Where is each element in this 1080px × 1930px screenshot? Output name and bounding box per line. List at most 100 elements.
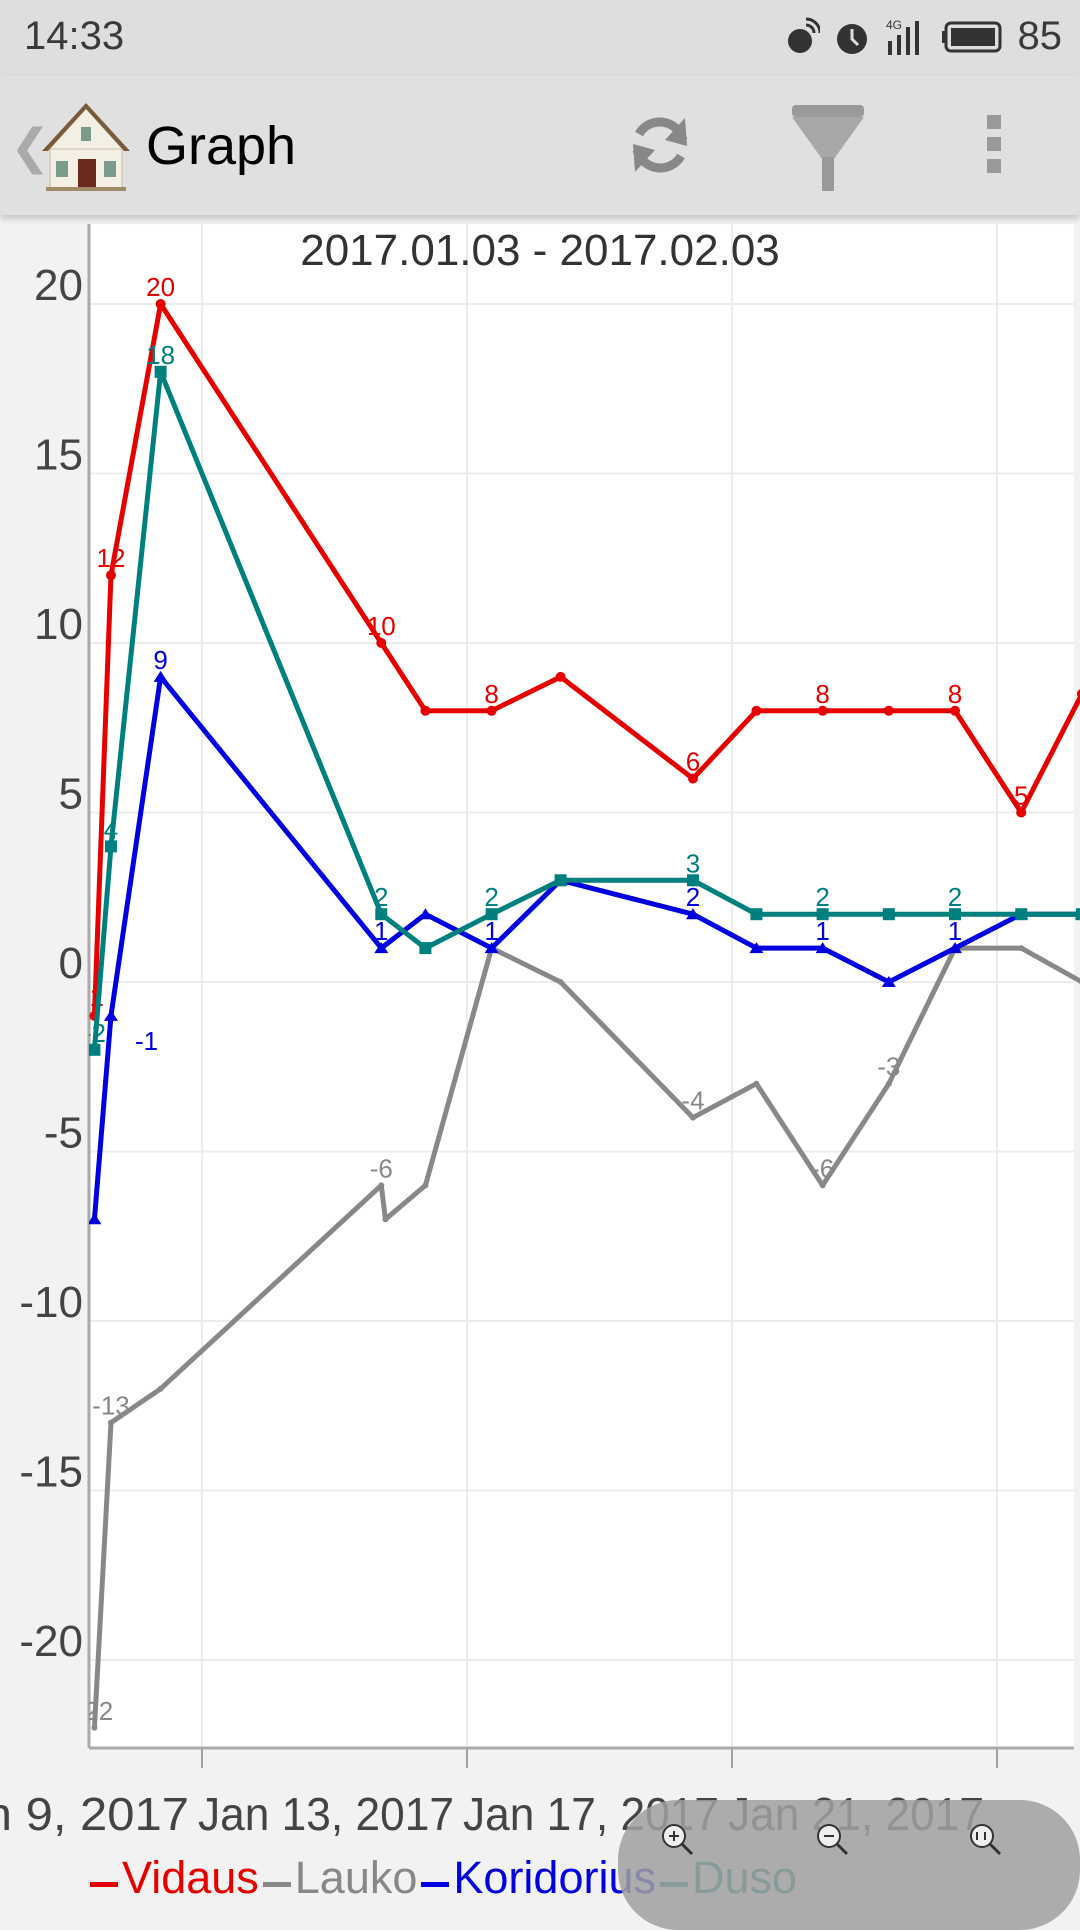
data-point[interactable]: [418, 908, 433, 920]
data-point[interactable]: [375, 908, 388, 921]
data-point[interactable]: [883, 705, 894, 716]
data-label: -13: [92, 1391, 130, 1421]
legend-item-vidaus[interactable]: Vidaus: [90, 1852, 259, 1904]
legend-label: Vidaus: [122, 1852, 259, 1903]
data-label: -3: [877, 1052, 900, 1082]
x-tick-label: Jan 13, 2017: [198, 1788, 454, 1840]
data-point[interactable]: [950, 705, 961, 716]
y-tick-label: 0: [59, 939, 83, 988]
data-point[interactable]: [155, 299, 166, 309]
data-point[interactable]: [749, 942, 764, 954]
data-point[interactable]: [817, 705, 828, 716]
zoom-reset-icon[interactable]: [966, 1820, 1006, 1860]
y-tick-label: -20: [19, 1617, 83, 1666]
data-point[interactable]: [103, 1009, 118, 1021]
data-label: 10: [367, 611, 396, 641]
overflow-menu-icon: [987, 115, 1001, 173]
house-icon[interactable]: [40, 101, 132, 193]
data-point[interactable]: [422, 1182, 429, 1189]
series-line: [91, 369, 1080, 1051]
data-label: 20: [146, 272, 175, 302]
y-tick-label: -10: [19, 1278, 83, 1327]
data-label: 2: [374, 882, 388, 912]
data-label: -2: [83, 1018, 106, 1048]
data-point[interactable]: [1016, 807, 1027, 818]
data-point[interactable]: [557, 979, 564, 985]
legend-swatch: [421, 1881, 450, 1887]
zoom-in-icon[interactable]: [658, 1820, 698, 1860]
status-time: 14:33: [24, 14, 125, 58]
data-point[interactable]: [750, 908, 763, 921]
data-point[interactable]: [1018, 945, 1025, 952]
data-label: 6: [686, 747, 700, 777]
data-point[interactable]: [751, 705, 762, 716]
zoom-out-icon[interactable]: [813, 1820, 853, 1860]
data-label: -6: [811, 1153, 834, 1183]
data-point[interactable]: [378, 1182, 385, 1189]
data-label: -4: [681, 1086, 704, 1116]
data-point[interactable]: [1076, 689, 1080, 699]
data-point[interactable]: [948, 942, 963, 954]
data-point[interactable]: [104, 840, 117, 853]
data-point[interactable]: [153, 670, 168, 682]
data-label: 8: [948, 679, 962, 709]
data-point[interactable]: [154, 365, 167, 378]
data-point[interactable]: [881, 976, 896, 987]
data-point[interactable]: [753, 1080, 760, 1087]
data-point[interactable]: [484, 942, 499, 954]
data-point[interactable]: [686, 874, 699, 887]
series-koridorius: -1 9 1 1 2 1 1: [87, 645, 1080, 1225]
filter-button[interactable]: [788, 103, 868, 193]
data-point[interactable]: [376, 638, 387, 648]
data-label: 1: [815, 916, 829, 946]
data-point[interactable]: [485, 908, 498, 921]
overflow-menu-button[interactable]: [955, 105, 1035, 185]
data-label: 1: [948, 916, 962, 946]
legend-item-lauko[interactable]: Lauko: [262, 1852, 417, 1904]
data-point[interactable]: [885, 1080, 892, 1087]
data-point[interactable]: [882, 908, 895, 921]
satellite-icon: [787, 17, 820, 53]
data-point[interactable]: [157, 1385, 164, 1392]
data-point[interactable]: [1075, 908, 1080, 921]
data-point[interactable]: [689, 1114, 696, 1121]
plot-area: [89, 224, 1074, 1748]
data-label: 3: [686, 848, 700, 878]
data-point[interactable]: [1015, 908, 1028, 921]
data-label: -22: [76, 1696, 114, 1726]
data-point[interactable]: [420, 705, 431, 716]
data-point[interactable]: [105, 570, 116, 581]
data-label: 18: [146, 340, 175, 370]
data-point[interactable]: [819, 1182, 826, 1189]
data-label: 9: [153, 645, 167, 675]
series-line: [91, 301, 1080, 1016]
data-label: 1: [374, 916, 388, 946]
data-point[interactable]: [382, 1216, 389, 1223]
legend-swatch: [262, 1881, 291, 1887]
data-point[interactable]: [555, 671, 566, 682]
data-point[interactable]: [949, 908, 962, 921]
back-chevron-icon[interactable]: ❮: [10, 121, 51, 174]
data-point[interactable]: [486, 705, 497, 716]
data-point[interactable]: [687, 773, 698, 784]
data-label: 2: [484, 882, 498, 912]
data-point[interactable]: [91, 1724, 98, 1731]
data-point[interactable]: [816, 908, 829, 921]
data-point[interactable]: [87, 1213, 102, 1225]
data-point[interactable]: [554, 874, 567, 887]
data-point[interactable]: [685, 908, 700, 920]
data-point[interactable]: [374, 942, 389, 954]
battery-icon: [941, 21, 1001, 52]
refresh-icon: [632, 117, 688, 173]
data-point[interactable]: [419, 942, 432, 955]
refresh-button[interactable]: [620, 105, 700, 185]
data-point[interactable]: [815, 942, 830, 954]
data-point[interactable]: [107, 1419, 114, 1426]
data-label: 2: [686, 882, 700, 912]
data-point[interactable]: [88, 1043, 101, 1056]
y-tick-label: 15: [34, 431, 83, 480]
